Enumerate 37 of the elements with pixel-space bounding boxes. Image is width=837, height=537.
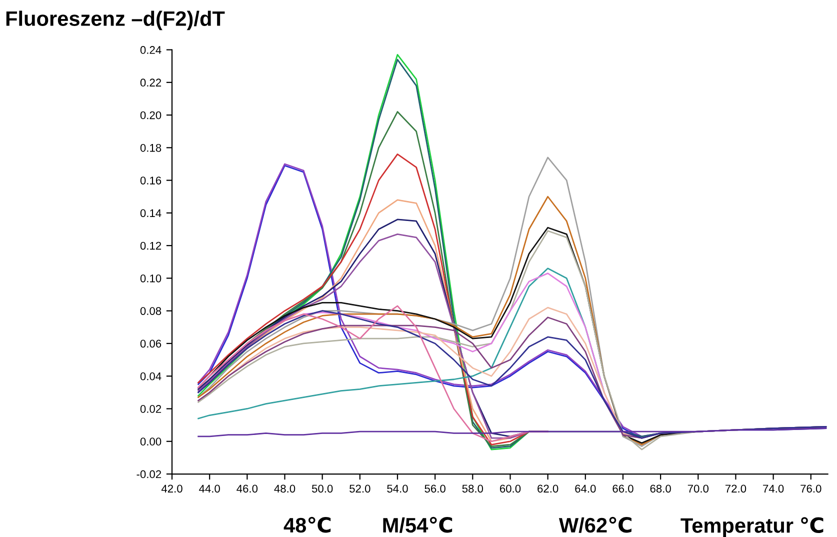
- y-tick-label: 0.22: [140, 78, 162, 87]
- x-tick-label: 72.0: [725, 484, 746, 493]
- x-tick-label: 62.0: [538, 484, 558, 493]
- y-tick-label: 0.00: [140, 438, 162, 446]
- x-tick-label: 56.0: [424, 484, 446, 493]
- y-tick-label: 0.12: [140, 242, 162, 250]
- y-tick-label: 0.04: [140, 372, 162, 380]
- y-tick-label: 0.20: [140, 111, 162, 120]
- y-tick-label: 0.08: [140, 307, 162, 315]
- x-axis-title: Temperatur ℃: [680, 517, 824, 537]
- y-tick-label: 0.24: [140, 46, 162, 54]
- x-tick-label: 66.0: [612, 484, 634, 493]
- x-tick-label: 74.0: [763, 484, 784, 493]
- y-tick-label: -0.02: [136, 470, 162, 478]
- x-tick-label: 48.0: [274, 484, 296, 493]
- x-tick-label: 60.0: [500, 484, 521, 493]
- chart-title: Fluoreszenz –d(F2)/dT: [6, 10, 225, 30]
- x-tick-label: 44.0: [199, 484, 220, 493]
- y-tick-label: 0.10: [140, 274, 162, 282]
- text: W/62℃: [558, 516, 632, 533]
- x-tick-label: 70.0: [688, 484, 709, 493]
- x-tick-label: 52.0: [350, 484, 370, 493]
- x-tick-label: 58.0: [462, 484, 484, 493]
- y-tick-label: 0.02: [140, 405, 162, 413]
- x-tick-label: 64.0: [575, 484, 596, 493]
- y-tick-label: 0.06: [140, 340, 162, 348]
- x-tick-label: 54.0: [387, 484, 408, 493]
- x-tick-label: 42.0: [161, 484, 182, 493]
- text: M/54℃: [383, 516, 452, 533]
- x-tick-label: 76.0: [800, 484, 822, 493]
- y-tick-label: 0.18: [140, 144, 162, 152]
- x-tick-label: 68.0: [650, 484, 671, 493]
- x-tick-label: 50.0: [312, 484, 333, 493]
- x-tick-label: 46.0: [236, 484, 258, 493]
- y-tick-label: 0.14: [140, 209, 162, 218]
- y-tick-label: 0.16: [140, 176, 162, 184]
- text: 48℃: [284, 516, 331, 533]
